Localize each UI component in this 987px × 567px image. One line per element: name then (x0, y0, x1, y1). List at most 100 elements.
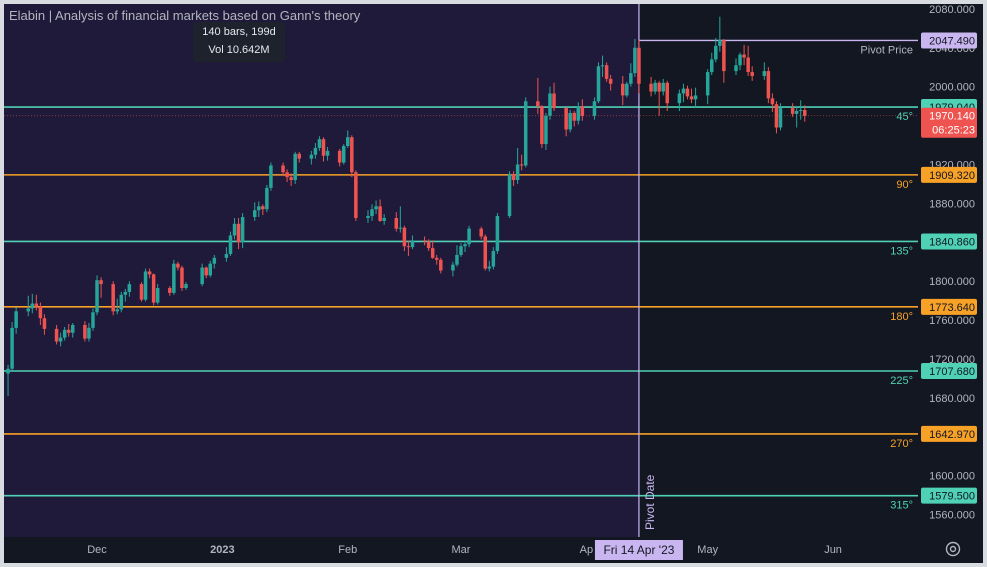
gann-angle-label: 315° (890, 500, 913, 512)
pivot-price-text: Pivot Price (860, 44, 913, 56)
price-tick-label: 1800.000 (929, 276, 975, 288)
candle-body (621, 83, 625, 96)
candle-body (151, 274, 156, 303)
candle-body (58, 337, 63, 342)
candle-body (568, 112, 572, 130)
candle-body (439, 259, 443, 271)
candle-body (718, 39, 722, 46)
time-tick-label: Mar (452, 544, 471, 556)
price-tick-label: 1880.000 (929, 198, 975, 210)
candle-body (548, 93, 552, 116)
candle-body (354, 172, 358, 218)
pivot-date-tag: Fri 14 Apr '23 (603, 543, 674, 557)
candle-body (26, 308, 31, 312)
candle-body (625, 83, 629, 96)
candle-body (289, 177, 293, 181)
candle-body (523, 101, 528, 166)
candle-body (709, 59, 714, 73)
level-price-label-box (921, 298, 977, 315)
time-tick-label: Jun (824, 544, 842, 556)
candle-body (576, 106, 581, 121)
candle-body (91, 312, 95, 328)
candle-body (803, 110, 807, 116)
candle-body (410, 240, 415, 248)
candle-body (337, 150, 342, 163)
candle-body (742, 54, 746, 58)
candle-body (378, 206, 382, 221)
candle-body (168, 288, 172, 293)
level-price-label-box (921, 487, 977, 504)
candle-body (402, 227, 407, 247)
candle-body (127, 284, 132, 292)
candle-body (738, 54, 742, 66)
candle-body (155, 288, 160, 303)
candle-body (604, 65, 609, 79)
candle-body (71, 324, 75, 333)
candle-body (346, 137, 350, 147)
candle-body (774, 104, 779, 128)
price-tick-label: 2000.000 (929, 82, 975, 94)
candle-body (208, 263, 213, 276)
candle-body (507, 174, 512, 217)
gear-icon[interactable] (944, 540, 962, 558)
price-tick-label: 2080.000 (929, 4, 975, 16)
candle-body (434, 257, 439, 260)
candle-body (544, 115, 548, 145)
time-tick-label: May (697, 544, 718, 556)
candle-body (394, 217, 399, 229)
candle-body (487, 266, 492, 269)
gann-angle-label: 225° (890, 375, 913, 387)
candle-body (483, 236, 488, 269)
candle-body (62, 329, 67, 338)
candle-body (495, 216, 500, 252)
candle-body (14, 311, 18, 328)
candle-body (467, 228, 471, 245)
candle-body (762, 71, 767, 76)
current-price-label: 1970.140 (929, 111, 975, 123)
candle-body (552, 93, 556, 109)
level-price-label: 1909.320 (929, 170, 975, 182)
candle-body (281, 165, 285, 173)
price-axis (918, 4, 983, 563)
candle-body (224, 253, 229, 258)
candle-body (693, 95, 698, 100)
time-tick-label: Dec (87, 544, 107, 556)
candle-body (87, 327, 91, 339)
candle-body (176, 263, 180, 268)
candle-body (111, 284, 115, 312)
level-price-label: 1773.640 (929, 302, 975, 314)
candle-body (705, 72, 710, 96)
time-axis (4, 537, 983, 563)
candle-body (269, 165, 273, 188)
candle-body (406, 246, 411, 248)
candle-body (99, 280, 103, 285)
time-tick-label: Feb (338, 544, 357, 556)
candle-body (685, 88, 690, 97)
candle-body (370, 209, 374, 217)
pivot-price-axis-label: 2047.490 (929, 35, 975, 47)
candle-body (257, 206, 261, 211)
candle-body (798, 110, 803, 112)
candle-body (778, 108, 783, 128)
candle-body (66, 329, 71, 333)
level-price-label: 1642.970 (929, 429, 975, 441)
candle-body (240, 217, 245, 243)
candle-body (30, 303, 35, 309)
countdown-label: 06:25:23 (932, 125, 975, 137)
candle-body (746, 57, 750, 73)
candle-body (143, 271, 148, 300)
candle-body (657, 82, 661, 92)
candle-body (321, 139, 326, 156)
candle-body (722, 39, 726, 72)
candle-body (637, 47, 641, 84)
candle-body (265, 187, 269, 210)
gann-angle-label: 180° (890, 311, 913, 323)
price-tick-label: 1600.000 (929, 471, 975, 483)
candle-body (766, 71, 771, 99)
candle-body (139, 284, 144, 300)
candle-body (734, 65, 738, 72)
candle-body (677, 93, 682, 104)
level-price-label-box (921, 166, 977, 183)
candle-body (479, 228, 483, 237)
